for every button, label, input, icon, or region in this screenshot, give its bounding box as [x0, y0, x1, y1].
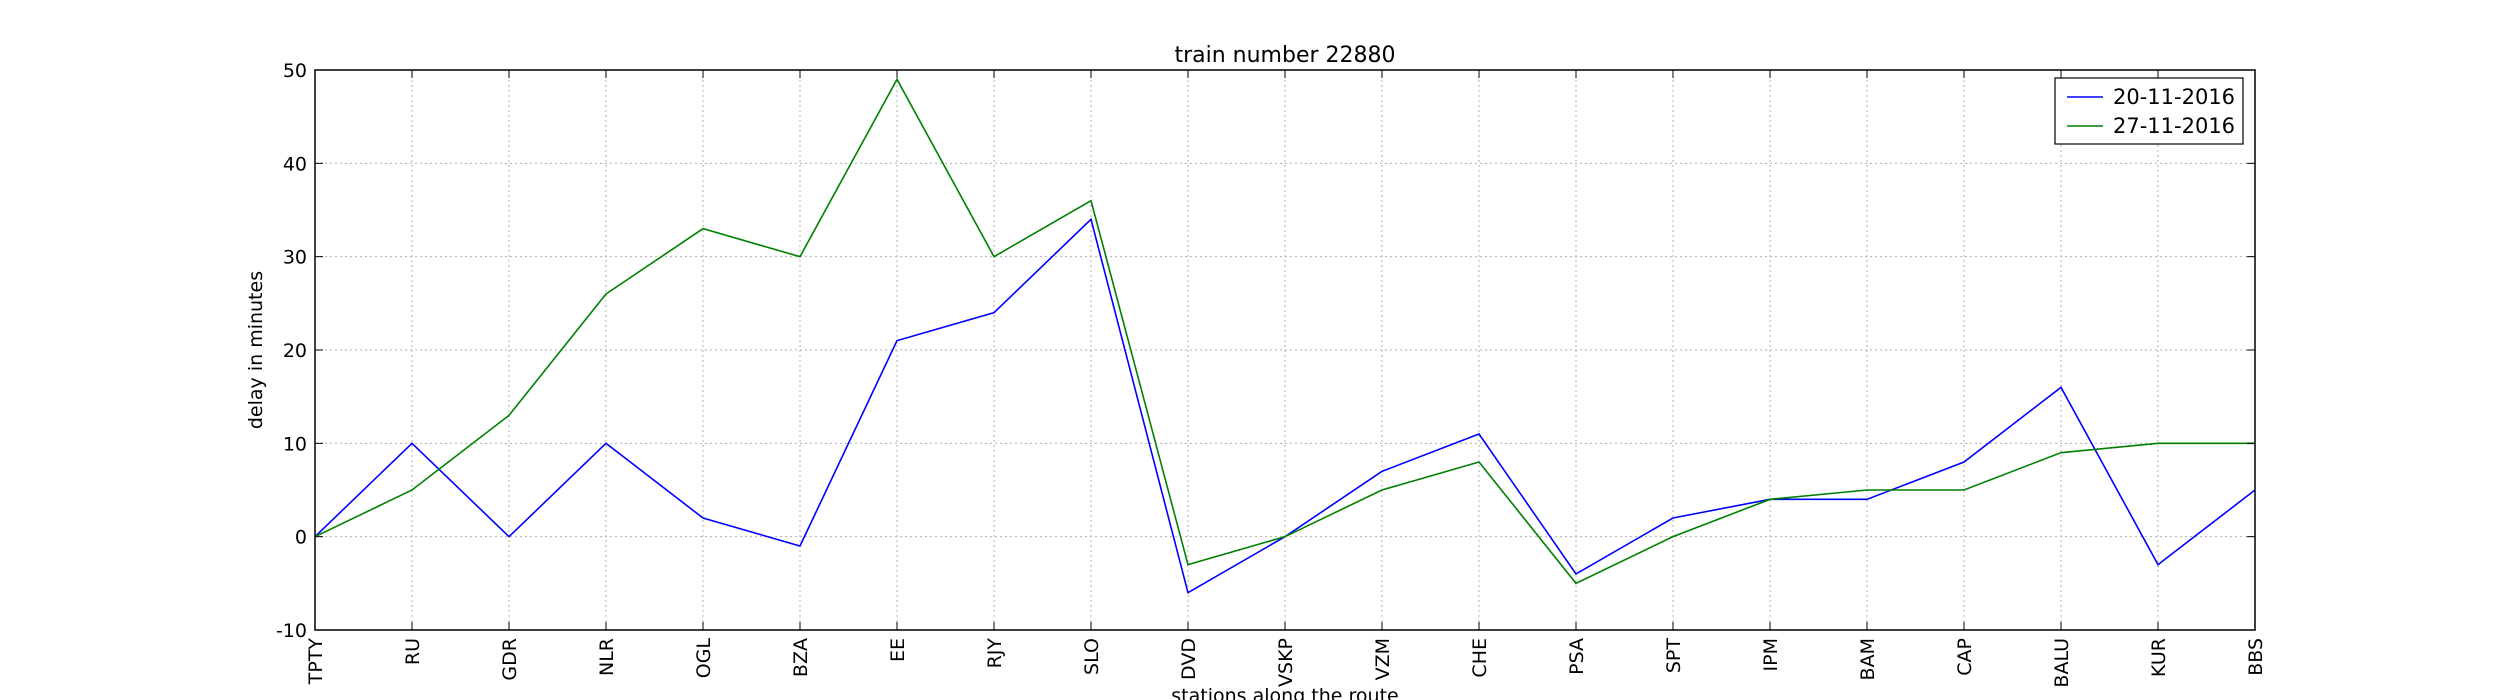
y-tick-label: 0	[295, 527, 307, 549]
y-tick-label: 10	[283, 433, 307, 455]
y-tick-label: -10	[276, 620, 307, 642]
x-tick-label: VSKP	[1275, 638, 1297, 687]
x-tick-label: RJY	[984, 638, 1006, 669]
y-tick-label: 40	[283, 153, 307, 175]
y-tick-label: 20	[283, 340, 307, 362]
y-tick-label: 30	[283, 247, 307, 269]
x-tick-label: RU	[402, 638, 424, 665]
x-tick-label: GDR	[499, 638, 521, 681]
y-axis-label: delay in minutes	[245, 271, 267, 429]
x-tick-label: IPM	[1760, 638, 1782, 671]
x-tick-label: BBS	[2245, 638, 2267, 676]
x-tick-label: EE	[887, 638, 909, 662]
chart-title: train number 22880	[1174, 43, 1395, 68]
tick-labels: TPTY RU GDR NLR OGL BZA EE RJY SLO DVD VSKP VZM CHE P…	[276, 60, 2267, 688]
axis-ticks	[314, 69, 2256, 631]
x-tick-label: BZA	[790, 638, 812, 677]
x-tick-label: CAP	[1954, 638, 1976, 676]
x-tick-label: SLO	[1081, 638, 1103, 675]
x-tick-label: TPTY	[305, 638, 327, 686]
series-layer	[314, 77, 2256, 594]
x-tick-label: CHE	[1469, 638, 1491, 678]
x-tick-label: NLR	[596, 638, 618, 676]
x-tick-label: OGL	[693, 638, 715, 679]
x-tick-label: DVD	[1178, 638, 1200, 680]
legend-label-1: 20-11-2016	[2113, 85, 2235, 109]
series-line-2	[314, 77, 2255, 585]
x-tick-label: SPT	[1663, 638, 1685, 674]
x-tick-label: BALU	[2051, 638, 2073, 688]
x-tick-label: VZM	[1372, 638, 1394, 680]
legend-label-2: 27-11-2016	[2113, 114, 2235, 138]
x-tick-label: KUR	[2148, 638, 2170, 677]
x-axis-label: stations along the route	[1171, 685, 1398, 700]
legend-box	[2054, 77, 2244, 145]
y-tick-label: 50	[283, 60, 307, 82]
x-tick-label: PSA	[1566, 638, 1588, 675]
x-tick-label: BAM	[1857, 638, 1879, 680]
grid-lines	[314, 69, 2256, 631]
legend: 20-11-2016 27-11-2016	[2054, 77, 2244, 145]
